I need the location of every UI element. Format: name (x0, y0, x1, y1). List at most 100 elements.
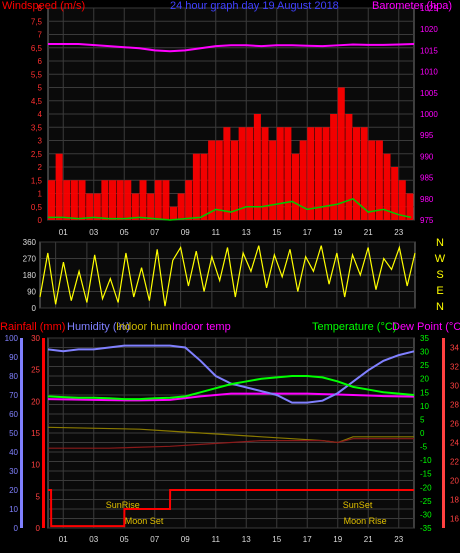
humidity-tick-label: 10 (9, 505, 18, 514)
windspeed-bar (375, 140, 383, 220)
windspeed-bar (406, 193, 414, 220)
windspeed-bar (398, 180, 406, 220)
windspeed-bar (330, 114, 338, 220)
windspeed-bar (383, 153, 391, 220)
windspeed-bar (208, 140, 216, 220)
windspeed-bar (162, 180, 170, 220)
barometer-tick-label: 980 (420, 195, 434, 204)
indoor-temp-line (48, 438, 414, 449)
sun-moon-annotation: Moon Rise (344, 516, 387, 526)
windspeed-bar (231, 140, 239, 220)
windspeed-axis-label: Windspeed (m/s) (2, 0, 85, 12)
humidity-tick-label: 90 (9, 353, 18, 362)
wind-average-line (48, 197, 412, 221)
windspeed-tick-label: 5,5 (31, 70, 43, 79)
rainfall-tick-label: 10 (31, 461, 40, 470)
windspeed-bar (307, 127, 315, 220)
humidity-tick-label: 50 (9, 429, 18, 438)
windspeed-bar (124, 180, 132, 220)
sun-moon-annotation: Moon Set (125, 516, 164, 526)
sun-moon-annotation: SunSet (343, 500, 373, 510)
windspeed-bar (131, 193, 139, 220)
winddir-tick-label: 180 (23, 271, 37, 280)
windspeed-bar (70, 180, 78, 220)
humidity-tick-label: 40 (9, 448, 18, 457)
windspeed-bar (139, 180, 147, 220)
temperature-tick-label: -30 (420, 510, 432, 519)
windspeed-bar (261, 127, 269, 220)
windspeed-tick-label: 4,5 (31, 97, 43, 106)
hour-tick-label: 19 (333, 535, 342, 544)
barometer-tick-label: 1000 (420, 110, 438, 119)
hour-tick-label: 23 (394, 228, 403, 237)
windspeed-bar (299, 140, 307, 220)
hour-tick-label: 05 (120, 535, 129, 544)
winddir-tick-label: 270 (23, 255, 37, 264)
compass-label: S (436, 269, 443, 281)
dewpoint-tick-label: 30 (450, 382, 459, 391)
dewpoint-tick-label: 32 (450, 363, 459, 372)
hour-tick-label: 01 (59, 228, 68, 237)
temperature-line (47, 375, 415, 401)
dewpoint-tick-label: 26 (450, 420, 459, 429)
winddir-tick-label: 90 (27, 288, 36, 297)
windspeed-bar (170, 206, 178, 220)
indoor-temp-label: Indoor temp (172, 321, 231, 333)
windspeed-bar (314, 127, 322, 220)
windspeed-bar (276, 127, 284, 220)
barometer-tick-label: 1020 (420, 25, 438, 34)
temperature-tick-label: 35 (420, 334, 429, 343)
windspeed-tick-label: 2 (38, 163, 43, 172)
humidity-tick-label: 70 (9, 391, 18, 400)
hour-tick-label: 15 (272, 535, 281, 544)
windspeed-bar (63, 180, 71, 220)
rainfall-axis-label: Rainfall (mm) (0, 321, 65, 333)
rainfall-tick-label: 5 (36, 492, 41, 501)
windspeed-bar (391, 167, 399, 220)
temperature-tick-label: 25 (420, 361, 429, 370)
hour-tick-label: 09 (181, 228, 190, 237)
windspeed-tick-label: 5 (38, 84, 43, 93)
hour-tick-label: 15 (272, 228, 281, 237)
windspeed-bar (292, 153, 300, 220)
windspeed-bar (154, 180, 162, 220)
barometer-tick-label: 995 (420, 131, 434, 140)
wind-panel: 0 0,5 1 1,5 2 2,5 3 3,5 4 4,5 5 5,5 6 6,5 7 7,5 8 975 980… (2, 0, 452, 237)
temperature-tick-label: -25 (420, 497, 432, 506)
hour-tick-label: 11 (212, 535, 221, 544)
wind-direction-line (39, 245, 416, 307)
windspeed-tick-label: 6,5 (31, 44, 43, 53)
barometer-tick-label: 1005 (420, 89, 438, 98)
rainfall-tick-label: 25 (31, 366, 40, 375)
hour-tick-label: 07 (150, 228, 159, 237)
hour-tick-label: 21 (364, 228, 373, 237)
temperature-axis-label: Temperature (°C) (312, 321, 396, 333)
sun-moon-annotation: SunRise (106, 500, 140, 510)
windspeed-bar (147, 193, 155, 220)
hour-tick-label: 03 (89, 535, 98, 544)
hour-tick-label: 07 (150, 535, 159, 544)
hour-tick-label: 05 (120, 228, 129, 237)
humidity-tick-label: 30 (9, 467, 18, 476)
windspeed-bar (337, 87, 345, 220)
barometer-axis-label: Barometer (hpa) (372, 0, 452, 12)
windspeed-bar (253, 114, 261, 220)
dewpoint-tick-label: 24 (450, 439, 459, 448)
dewpoint-axis-label: Dew Point (°C) (392, 321, 460, 333)
windspeed-bar (345, 114, 353, 220)
windspeed-bar (353, 127, 361, 220)
temperature-tick-label: -10 (420, 456, 432, 465)
windspeed-bar (238, 127, 246, 220)
windspeed-tick-label: 7,5 (31, 17, 43, 26)
barometer-tick-label: 1015 (420, 46, 438, 55)
windspeed-bar (360, 127, 368, 220)
temperature-tick-label: 15 (420, 388, 429, 397)
hour-tick-label: 17 (303, 228, 312, 237)
windspeed-bar (246, 127, 254, 220)
dewpoint-tick-label: 16 (450, 515, 459, 524)
humidity-tick-label: 80 (9, 372, 18, 381)
windspeed-bar (86, 193, 94, 220)
indoor-humidity-line (47, 426, 414, 444)
rainfall-tick-label: 15 (31, 429, 40, 438)
compass-label: N (436, 301, 444, 313)
